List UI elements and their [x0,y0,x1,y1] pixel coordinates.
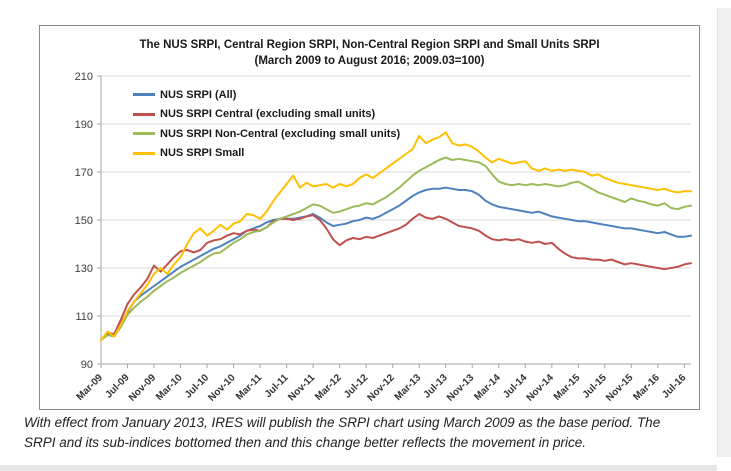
line-swatch-small-icon [133,151,155,155]
svg-text:Nov-10: Nov-10 [206,372,238,404]
svg-text:Nov-13: Nov-13 [445,372,477,404]
legend-label: NUS SRPI Non-Central (excluding small un… [160,127,401,140]
legend-label: NUS SRPI Small [160,147,245,160]
svg-text:Mar-15: Mar-15 [552,372,583,403]
svg-text:Mar-10: Mar-10 [154,372,185,403]
svg-text:Nov-12: Nov-12 [365,372,397,404]
svg-text:190: 190 [75,119,93,131]
line-swatch-all-icon [133,93,155,97]
svg-text:210: 210 [75,71,93,83]
chart-title: The NUS SRPI, Central Region SRPI, Non-C… [40,38,699,69]
svg-text:90: 90 [81,359,93,371]
svg-text:130: 130 [75,263,93,275]
line-swatch-central-icon [133,112,155,116]
scrollbar-track[interactable] [717,8,731,457]
svg-text:Mar-16: Mar-16 [631,372,662,403]
legend-item-all: NUS SRPI (All) [133,85,400,105]
svg-text:Mar-12: Mar-12 [313,372,344,403]
svg-text:Nov-15: Nov-15 [604,372,636,404]
chart-title-line2: (March 2009 to August 2016; 2009.03=100) [254,54,485,67]
svg-text:Jul-16: Jul-16 [660,372,689,401]
svg-text:Nov-09: Nov-09 [127,372,159,404]
svg-text:Mar-11: Mar-11 [234,372,264,402]
svg-text:Nov-14: Nov-14 [525,372,557,404]
svg-text:Nov-11: Nov-11 [286,372,317,403]
svg-text:150: 150 [75,215,93,227]
chart-title-line1: The NUS SRPI, Central Region SRPI, Non-C… [139,39,600,51]
legend-label: NUS SRPI Central (excluding small units) [160,108,376,121]
legend-label: NUS SRPI (All) [160,88,237,101]
line-swatch-noncentral-icon [133,132,155,136]
svg-text:Mar-14: Mar-14 [472,372,503,403]
chart-canvas: 21019017015013011090Mar-09Jul-09Nov-09Ma… [75,71,692,404]
chart-panel: The NUS SRPI, Central Region SRPI, Non-C… [39,25,700,410]
legend-item-small: NUS SRPI Small [133,144,400,164]
chart-footnote: With effect from January 2013, IRES will… [24,415,661,451]
bottom-page-edge [0,465,717,471]
legend-item-noncentral: NUS SRPI Non-Central (excluding small un… [133,124,400,144]
svg-text:Mar-13: Mar-13 [393,372,424,403]
svg-text:110: 110 [75,311,93,323]
chart-legend: NUS SRPI (All) NUS SRPI Central (excludi… [133,85,400,163]
svg-text:Mar-09: Mar-09 [75,372,106,403]
legend-item-central: NUS SRPI Central (excluding small units) [133,105,400,125]
svg-text:170: 170 [75,167,93,179]
